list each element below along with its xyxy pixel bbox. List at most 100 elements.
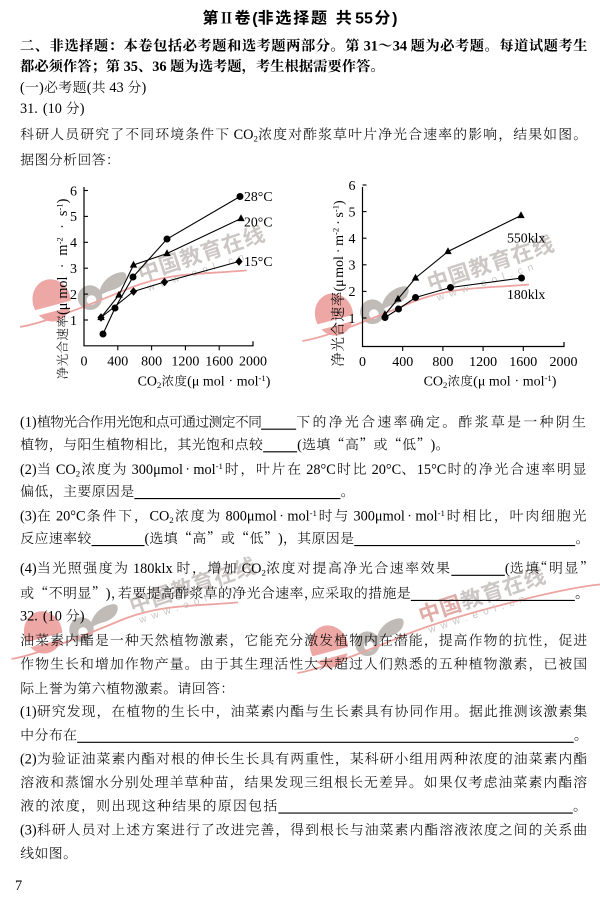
- svg-text:32.: 32.: [20, 609, 38, 625]
- svg-text:1: 1: [70, 314, 77, 329]
- svg-text:s: s: [332, 212, 347, 217]
- svg-text:mol: mol: [332, 256, 347, 278]
- svg-text:(4): (4): [20, 561, 37, 577]
- svg-text:300μmol: 300μmol: [132, 462, 183, 478]
- svg-text:(μ: (μ: [332, 279, 347, 291]
- svg-text:mol: mol: [523, 374, 545, 389]
- svg-text:4: 4: [70, 236, 77, 251]
- svg-text:): ): [552, 374, 557, 389]
- svg-text:43: 43: [109, 80, 123, 96]
- svg-text:(2): (2): [20, 752, 37, 768]
- svg-text:55: 55: [355, 10, 373, 27]
- svg-text:2000: 2000: [239, 354, 267, 369]
- svg-text:CO: CO: [138, 374, 157, 389]
- svg-text:2: 2: [76, 468, 80, 478]
- svg-text:): ): [431, 437, 436, 453]
- svg-text:2: 2: [157, 380, 161, 390]
- svg-text:-1: -1: [545, 373, 552, 383]
- svg-text:): ): [80, 609, 85, 625]
- svg-text:): ): [278, 531, 283, 547]
- svg-text:mol: mol: [193, 462, 215, 478]
- svg-text:CO: CO: [149, 509, 169, 525]
- svg-text:-2: -2: [330, 228, 340, 235]
- svg-text:0: 0: [359, 355, 366, 370]
- svg-text:20°C: 20°C: [56, 509, 86, 525]
- svg-text:(: (: [252, 10, 258, 27]
- svg-text:CO: CO: [56, 462, 76, 478]
- svg-text:): ): [39, 80, 44, 96]
- svg-text:s: s: [55, 210, 71, 216]
- svg-text:550klx: 550klx: [507, 231, 545, 246]
- svg-text:-1: -1: [259, 373, 266, 383]
- svg-text:CO: CO: [242, 561, 262, 577]
- svg-text:35: 35: [124, 59, 138, 75]
- svg-text:7: 7: [15, 878, 22, 894]
- svg-text:m: m: [332, 235, 347, 246]
- svg-text:(2): (2): [20, 462, 37, 478]
- svg-text:2: 2: [70, 288, 77, 303]
- svg-text:): ): [142, 80, 147, 96]
- svg-text:6: 6: [349, 179, 356, 194]
- svg-text:(: (: [20, 80, 25, 96]
- svg-text:(3): (3): [20, 823, 37, 839]
- svg-text:(: (: [505, 561, 510, 577]
- svg-text:): ): [106, 586, 111, 602]
- svg-text:(μ: (μ: [473, 374, 485, 389]
- svg-text:15°C: 15°C: [417, 462, 447, 478]
- svg-text:800: 800: [141, 354, 162, 369]
- svg-text:mol: mol: [287, 509, 309, 525]
- svg-text:2: 2: [443, 380, 447, 390]
- svg-text:(1): (1): [20, 415, 37, 431]
- svg-text:(μ: (μ: [55, 302, 71, 315]
- svg-text:31.: 31.: [20, 101, 38, 117]
- svg-text:36: 36: [152, 59, 166, 75]
- svg-text:15°C: 15°C: [244, 254, 273, 269]
- svg-text:3: 3: [349, 259, 356, 274]
- svg-text:(3): (3): [20, 509, 37, 525]
- svg-text:(: (: [297, 437, 302, 453]
- svg-text:(1): (1): [20, 704, 37, 720]
- svg-text:-1: -1: [310, 508, 317, 518]
- svg-text:(: (: [145, 531, 150, 547]
- svg-text:(: (: [87, 80, 92, 96]
- svg-text:-1: -1: [54, 203, 64, 210]
- svg-text:): ): [55, 198, 71, 203]
- svg-text:31: 31: [364, 39, 378, 55]
- svg-text:1200: 1200: [171, 354, 199, 369]
- svg-text:CO: CO: [234, 127, 254, 143]
- svg-text:1: 1: [349, 312, 356, 327]
- svg-text:800μmol: 800μmol: [225, 509, 276, 525]
- svg-text:400: 400: [107, 354, 128, 369]
- svg-text:28°C: 28°C: [306, 462, 336, 478]
- svg-text:34: 34: [393, 39, 407, 55]
- svg-text:(10: (10: [43, 101, 62, 117]
- svg-text:mol: mol: [237, 374, 259, 389]
- svg-text:0: 0: [81, 354, 88, 369]
- svg-text:2: 2: [253, 134, 257, 144]
- svg-text:): ): [80, 101, 85, 117]
- svg-text:180klx: 180klx: [133, 561, 173, 577]
- svg-text:180klx: 180klx: [507, 287, 545, 302]
- svg-text:1200: 1200: [469, 355, 497, 370]
- svg-text:-1: -1: [216, 461, 223, 471]
- svg-text:(10: (10: [43, 609, 62, 625]
- svg-text:400: 400: [392, 355, 413, 370]
- svg-text:CO: CO: [424, 374, 443, 389]
- svg-text:-1: -1: [330, 205, 340, 212]
- svg-text:5: 5: [349, 205, 356, 220]
- svg-text:-1: -1: [438, 508, 445, 518]
- svg-text:): ): [266, 374, 271, 389]
- svg-text:(μ: (μ: [187, 374, 199, 389]
- svg-text:m: m: [55, 245, 71, 256]
- svg-text:2: 2: [261, 567, 265, 577]
- svg-text:20°C: 20°C: [244, 215, 273, 230]
- svg-text:300μmol: 300μmol: [353, 509, 404, 525]
- svg-text:mol: mol: [415, 509, 437, 525]
- svg-text:28°C: 28°C: [244, 189, 273, 204]
- svg-text:3: 3: [70, 262, 77, 277]
- svg-text:-2: -2: [54, 237, 64, 244]
- svg-text:5: 5: [70, 210, 77, 225]
- svg-text:mol: mol: [489, 374, 511, 389]
- svg-text:2: 2: [169, 515, 173, 525]
- svg-text:4: 4: [349, 232, 356, 247]
